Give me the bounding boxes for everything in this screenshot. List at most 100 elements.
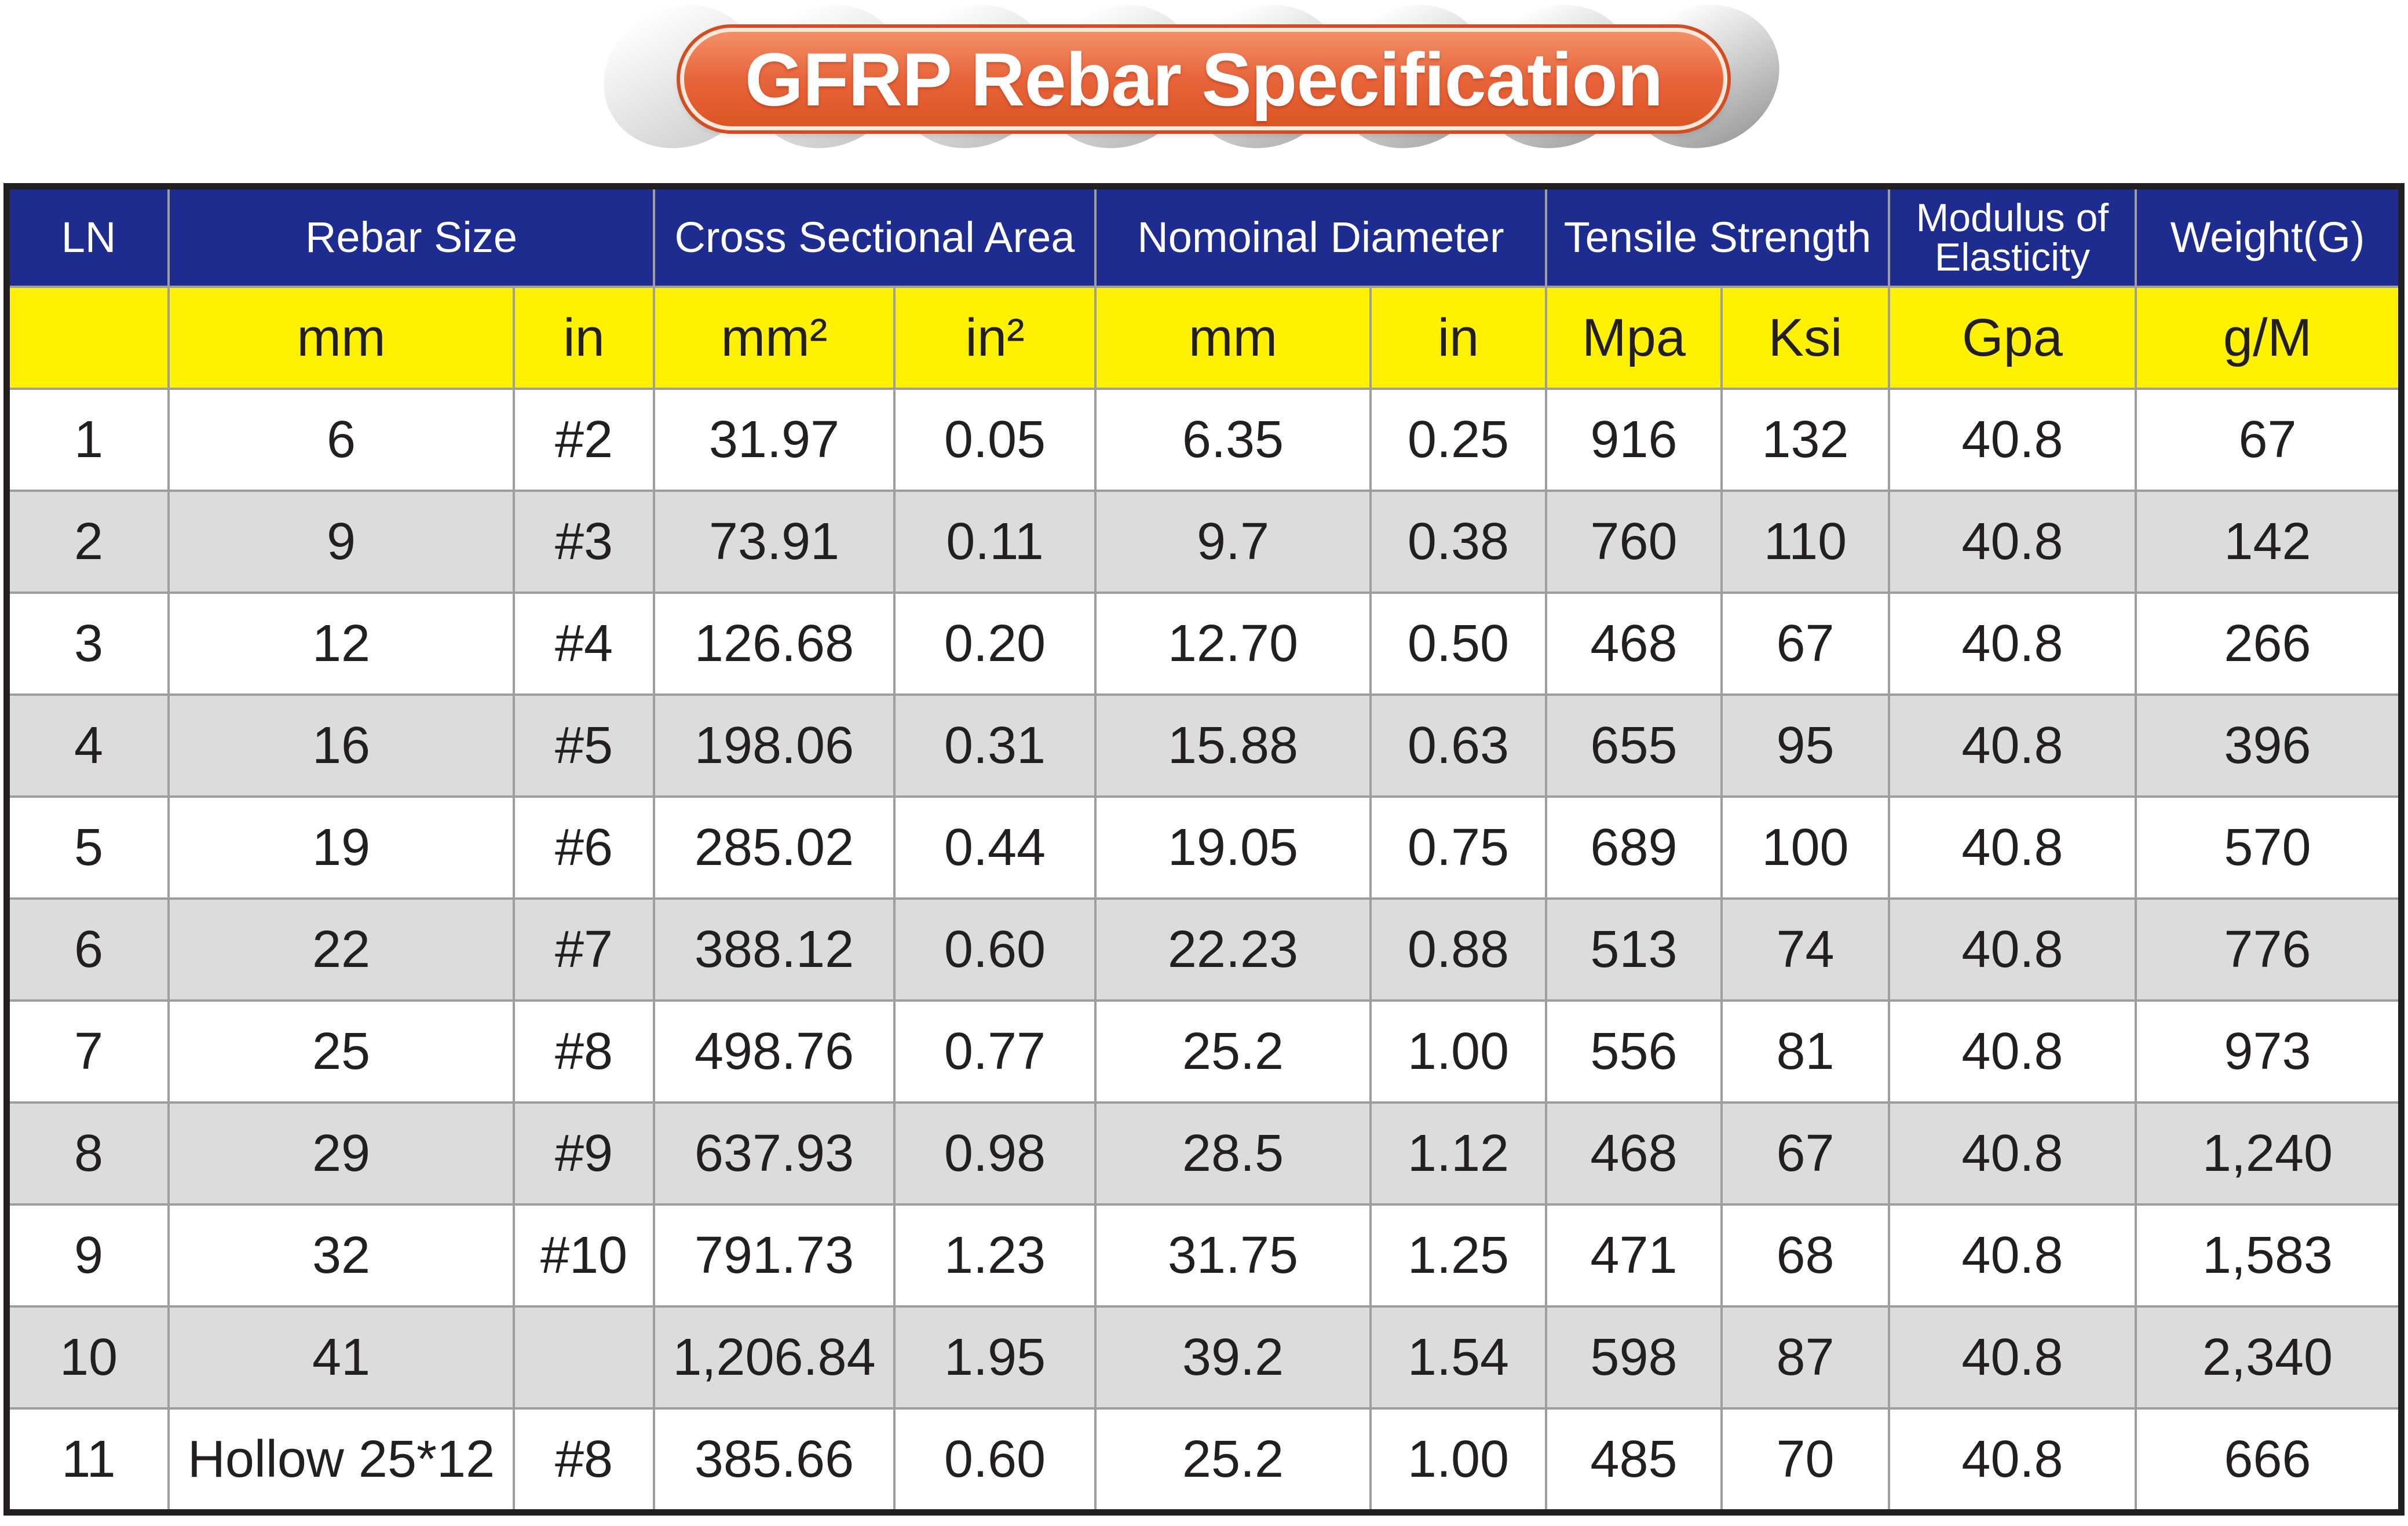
cell-modulus-gpa: 40.8: [1890, 798, 2135, 897]
cell-area-mm2: 498.76: [655, 1002, 893, 1101]
cell-ln: 8: [10, 1104, 167, 1203]
cell-tensile-mpa: 468: [1547, 1104, 1720, 1203]
cell-diameter-in: 0.75: [1372, 798, 1545, 897]
table-row: 5 19 #6 285.02 0.44 19.05 0.75 689 100 40.8 570: [10, 798, 2398, 897]
header-weight: Weight(G): [2137, 189, 2398, 286]
cell-weight-gm: 973: [2137, 1002, 2398, 1101]
cell-tensile-ksi: 70: [1723, 1410, 1888, 1509]
cell-weight-gm: 396: [2137, 696, 2398, 795]
cell-diameter-mm: 39.2: [1097, 1308, 1369, 1407]
unit-header-ln: [10, 288, 167, 388]
cell-tensile-ksi: 67: [1723, 1104, 1888, 1203]
table-row: 2 9 #3 73.91 0.11 9.7 0.38 760 110 40.8 142: [10, 492, 2398, 592]
page-title: GFRP Rebar Specification: [744, 36, 1664, 122]
unit-header-modulus-gpa: Gpa: [1890, 288, 2135, 388]
unit-header-area-mm2: mm²: [655, 288, 893, 388]
cell-area-in2: 0.05: [896, 390, 1094, 490]
cell-rebar-size-in: [515, 1308, 653, 1407]
title-banner: GFRP Rebar Specification: [0, 0, 2408, 168]
cell-rebar-size-mm: 25: [170, 1002, 513, 1101]
cell-weight-gm: 142: [2137, 492, 2398, 592]
table-row: 6 22 #7 388.12 0.60 22.23 0.88 513 74 40.8 776: [10, 900, 2398, 999]
cell-rebar-size-mm: 9: [170, 492, 513, 592]
cell-diameter-mm: 31.75: [1097, 1206, 1369, 1305]
cell-modulus-gpa: 40.8: [1890, 696, 2135, 795]
cell-ln: 9: [10, 1206, 167, 1305]
cell-weight-gm: 1,583: [2137, 1206, 2398, 1305]
cell-tensile-ksi: 74: [1723, 900, 1888, 999]
cell-area-in2: 0.60: [896, 900, 1094, 999]
cell-diameter-mm: 28.5: [1097, 1104, 1369, 1203]
cell-rebar-size-in: #5: [515, 696, 653, 795]
cell-tensile-ksi: 95: [1723, 696, 1888, 795]
cell-tensile-mpa: 468: [1547, 594, 1720, 693]
cell-tensile-mpa: 760: [1547, 492, 1720, 592]
cell-rebar-size-in: #3: [515, 492, 653, 592]
cell-tensile-mpa: 598: [1547, 1308, 1720, 1407]
cell-ln: 1: [10, 390, 167, 490]
cell-diameter-mm: 12.70: [1097, 594, 1369, 693]
cell-tensile-mpa: 689: [1547, 798, 1720, 897]
table-row: 9 32 #10 791.73 1.23 31.75 1.25 471 68 40.8 1,583: [10, 1206, 2398, 1305]
cell-area-mm2: 198.06: [655, 696, 893, 795]
cell-diameter-mm: 25.2: [1097, 1410, 1369, 1509]
header-modulus-of-elasticity: Modulus of Elasticity: [1890, 189, 2135, 286]
cell-tensile-mpa: 513: [1547, 900, 1720, 999]
cell-modulus-gpa: 40.8: [1890, 900, 2135, 999]
cell-rebar-size-in: #6: [515, 798, 653, 897]
table-row: 10 41 1,206.84 1.95 39.2 1.54 598 87 40.8 2,340: [10, 1308, 2398, 1407]
cell-weight-gm: 67: [2137, 390, 2398, 490]
cell-tensile-ksi: 81: [1723, 1002, 1888, 1101]
cell-diameter-mm: 19.05: [1097, 798, 1369, 897]
cell-modulus-gpa: 40.8: [1890, 1104, 2135, 1203]
header-tensile-strength: Tensile Strength: [1547, 189, 1888, 286]
cell-tensile-mpa: 471: [1547, 1206, 1720, 1305]
cell-area-in2: 0.44: [896, 798, 1094, 897]
unit-header-area-in2: in²: [896, 288, 1094, 388]
cell-tensile-ksi: 87: [1723, 1308, 1888, 1407]
cell-area-mm2: 126.68: [655, 594, 893, 693]
cell-rebar-size-mm: Hollow 25*12: [170, 1410, 513, 1509]
unit-header-rebar-size-in: in: [515, 288, 653, 388]
cell-tensile-mpa: 655: [1547, 696, 1720, 795]
cell-rebar-size-mm: 6: [170, 390, 513, 490]
header-nominal-diameter: Nomoinal Diameter: [1097, 189, 1545, 286]
cell-area-mm2: 388.12: [655, 900, 893, 999]
cell-area-in2: 1.95: [896, 1308, 1094, 1407]
cell-area-in2: 0.20: [896, 594, 1094, 693]
cell-diameter-mm: 22.23: [1097, 900, 1369, 999]
header-rebar-size: Rebar Size: [170, 189, 653, 286]
cell-weight-gm: 1,240: [2137, 1104, 2398, 1203]
cell-rebar-size-mm: 12: [170, 594, 513, 693]
cell-diameter-in: 0.50: [1372, 594, 1545, 693]
cell-diameter-mm: 15.88: [1097, 696, 1369, 795]
cell-tensile-ksi: 68: [1723, 1206, 1888, 1305]
cell-ln: 11: [10, 1410, 167, 1509]
cell-weight-gm: 266: [2137, 594, 2398, 693]
cell-rebar-size-in: #9: [515, 1104, 653, 1203]
cell-ln: 5: [10, 798, 167, 897]
cell-modulus-gpa: 40.8: [1890, 594, 2135, 693]
cell-area-mm2: 637.93: [655, 1104, 893, 1203]
cell-modulus-gpa: 40.8: [1890, 1410, 2135, 1509]
cell-area-in2: 0.98: [896, 1104, 1094, 1203]
cell-ln: 4: [10, 696, 167, 795]
cell-area-mm2: 285.02: [655, 798, 893, 897]
cell-tensile-mpa: 556: [1547, 1002, 1720, 1101]
cell-rebar-size-in: #8: [515, 1002, 653, 1101]
cell-tensile-mpa: 916: [1547, 390, 1720, 490]
cell-diameter-mm: 9.7: [1097, 492, 1369, 592]
cell-diameter-in: 1.00: [1372, 1002, 1545, 1101]
cell-diameter-in: 0.88: [1372, 900, 1545, 999]
cell-rebar-size-in: #10: [515, 1206, 653, 1305]
cell-rebar-size-mm: 16: [170, 696, 513, 795]
group-header-row: LN Rebar Size Cross Sectional Area Nomoi…: [10, 189, 2398, 286]
table-row: 1 6 #2 31.97 0.05 6.35 0.25 916 132 40.8 67: [10, 390, 2398, 490]
cell-tensile-mpa: 485: [1547, 1410, 1720, 1509]
cell-ln: 2: [10, 492, 167, 592]
cell-tensile-ksi: 67: [1723, 594, 1888, 693]
cell-modulus-gpa: 40.8: [1890, 390, 2135, 490]
table-row: 7 25 #8 498.76 0.77 25.2 1.00 556 81 40.8 973: [10, 1002, 2398, 1101]
cell-modulus-gpa: 40.8: [1890, 1002, 2135, 1101]
cell-modulus-gpa: 40.8: [1890, 1206, 2135, 1305]
